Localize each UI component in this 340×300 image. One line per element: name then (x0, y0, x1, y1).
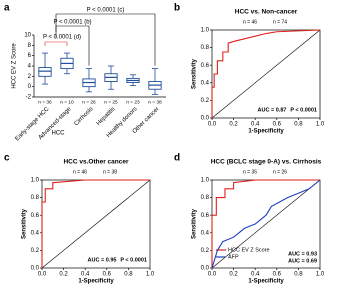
chart-title: HCC vs.Other cancer (63, 159, 128, 166)
chart-title: HCC (BCLC stage 0-A) vs. Cirrhosis (211, 159, 322, 166)
x-axis-label: 1-Specificity (248, 279, 284, 285)
group-label: HCC (52, 131, 66, 137)
x-tick-label: Cirrhosis (74, 106, 95, 127)
reference-line (211, 29, 321, 119)
x-tick-label: 0.6 (273, 272, 282, 278)
y-tick-label: 0.8 (31, 195, 40, 201)
y-tick-label: 0.0 (31, 266, 40, 272)
y-tick-label: 0 (28, 84, 32, 90)
roc-curve (211, 179, 320, 268)
x-axis-label: 1-Specificity (78, 279, 114, 285)
annotation: AUC = 0.95 (88, 257, 117, 263)
y-tick-label: 1.0 (201, 178, 210, 184)
y-tick-label: 0.4 (201, 230, 210, 236)
roc-curve (211, 29, 321, 118)
x-tick-label: 0.4 (251, 272, 260, 278)
roc-curve (41, 179, 150, 268)
reference-line (211, 179, 321, 269)
reference-line (41, 179, 151, 269)
y-tick-label: 0.6 (31, 213, 40, 219)
y-tick-label: 0.8 (201, 45, 210, 51)
y-tick-label: 0.2 (201, 98, 210, 104)
box (38, 67, 52, 77)
y-axis-label: Sensitivity (192, 58, 198, 89)
n-label: n = 35 (243, 169, 257, 175)
x-tick-label: 0.2 (229, 272, 238, 278)
n-label: n = 36 (38, 99, 52, 105)
panel-label: a (4, 3, 10, 14)
n-label: n = 38 (103, 169, 117, 175)
n-label: n = 26 (82, 99, 96, 105)
y-tick-label: 1.0 (201, 28, 210, 34)
x-tick-label: 0.4 (81, 272, 90, 278)
y-tick-label: -2 (26, 95, 32, 101)
y-tick-label: 6 (28, 53, 32, 59)
x-tick-label: 1.0 (316, 272, 325, 278)
panel-label: c (4, 153, 10, 164)
comparison-bracket (44, 41, 68, 46)
x-tick-label: 0.8 (124, 272, 133, 278)
x-tick-label: 1.0 (146, 272, 155, 278)
legend-label: HCC EV Z Score (228, 247, 270, 253)
y-axis-label: HCC EV Z Score (12, 43, 18, 89)
x-tick-label: 0.0 (208, 272, 217, 278)
x-axis-label: 1-Specificity (248, 129, 284, 135)
annotation: P < 0.0001 (120, 257, 147, 263)
chart-title: HCC vs. Non-cancer (235, 9, 298, 16)
y-tick-label: 0.6 (201, 63, 210, 69)
y-tick-label: 0.6 (201, 213, 210, 219)
y-tick-label: 2 (28, 74, 32, 80)
annotation: AUC = 0.93 (288, 251, 317, 257)
plot-frame (211, 29, 321, 119)
panel-label: d (174, 153, 180, 164)
y-tick-label: 0.0 (201, 266, 210, 272)
x-tick-label: 0.2 (59, 272, 68, 278)
n-label: n = 23 (126, 99, 140, 105)
roc-curve (211, 179, 321, 269)
x-tick-label: 0.2 (229, 122, 238, 128)
n-label: n = 25 (104, 99, 118, 105)
comparison-label: P < 0.0001 (d) (43, 35, 81, 41)
y-tick-label: 0.0 (201, 116, 210, 122)
x-tick-label: 0.6 (273, 122, 282, 128)
annotation: AUC = 0.69 (288, 258, 317, 264)
annotation: AUC = 0.87 (258, 107, 287, 113)
y-tick-label: 0.4 (31, 230, 40, 236)
x-tick-label: Hepatitis (96, 106, 117, 127)
y-axis-label: Sensitivity (22, 208, 28, 239)
x-tick-label: 0.4 (251, 122, 260, 128)
x-tick-label: 0.8 (294, 122, 303, 128)
n-label: n = 74 (273, 19, 287, 25)
y-tick-label: 10 (24, 33, 31, 39)
legend-label: AFP (228, 254, 239, 260)
comparison-bracket (55, 13, 156, 66)
n-label: n = 26 (273, 169, 287, 175)
x-tick-label: 0.0 (208, 122, 217, 128)
comparison-label: P < 0.0001 (b) (53, 20, 91, 26)
panel-label: b (174, 3, 180, 14)
y-tick-label: 0.4 (201, 80, 210, 86)
n-label: n = 10 (60, 99, 74, 105)
x-tick-label: 1.0 (316, 122, 325, 128)
y-tick-label: 0.2 (31, 248, 40, 254)
y-tick-label: 4 (28, 64, 32, 70)
x-tick-label: 0.0 (38, 272, 47, 278)
y-tick-label: 8 (28, 43, 32, 49)
y-tick-label: 1.0 (31, 178, 40, 184)
y-axis-label: Sensitivity (192, 208, 198, 239)
comparison-label: P < 0.0001 (c) (87, 8, 125, 14)
x-tick-label: 0.6 (103, 272, 112, 278)
y-tick-label: 0.2 (201, 248, 210, 254)
n-label: n = 46 (243, 19, 257, 25)
n-label: n = 46 (73, 169, 87, 175)
y-tick-label: 0.8 (201, 195, 210, 201)
n-label: n = 38 (148, 99, 162, 105)
comparison-bracket (55, 25, 90, 66)
annotation: P < 0.0001 (290, 107, 317, 113)
x-tick-label: 0.8 (294, 272, 303, 278)
